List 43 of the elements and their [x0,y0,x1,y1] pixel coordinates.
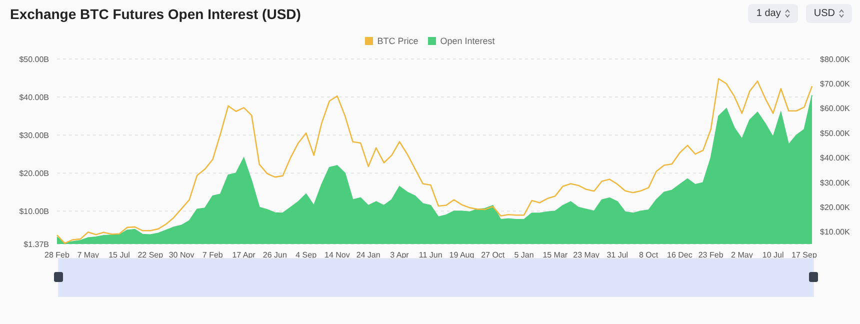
y-tick-label: $1.37B [24,240,49,249]
x-tick-label: 30 Nov [168,250,194,260]
x-tick-label: 16 Dec [667,250,692,260]
x-tick-label: 26 Jun [262,250,287,260]
y2-tick-label: $80.00K [820,54,850,64]
x-tick-label: 23 Feb [698,250,724,260]
x-tick-label: 27 Oct [481,250,506,260]
x-tick-label: 4 Sep [296,250,318,260]
x-tick-label: 5 Jan [514,250,534,260]
y-tick-label: $10.00B [19,207,49,216]
x-tick-label: 14 Nov [324,250,350,260]
dropdown-field: 1 day [748,4,798,23]
x-tick-label: 17 Apr [232,250,256,260]
y2-tick-label: $50.00K [820,128,850,138]
x-tick-label: 10 Jul [762,250,784,260]
y-tick-label: $40.00B [19,92,49,102]
x-tick-label: 15 Mar [542,250,568,260]
dropdown-field: USD [806,4,852,23]
x-tick-label: 31 Jul [606,250,628,260]
y-tick-label: $30.00B [19,130,49,140]
x-tick-label: 15 Jul [108,250,130,260]
y2-tick-label: $70.00K [820,80,850,89]
x-tick-label: 11 Jun [418,250,442,260]
y2-tick-label: $30.00K [820,178,850,188]
x-tick-label: 3 Apr [390,250,410,260]
chart-title: Exchange BTC Futures Open Interest (USD) [10,6,301,22]
y2-tick-label: $10.00K [820,228,850,237]
legend-label: BTC Price [376,36,418,46]
x-tick-label: 23 May [573,250,600,260]
y-tick-label: $50.00B [19,54,49,64]
y2-tick-label: $40.00K [820,154,850,163]
x-tick-label: 22 Sep [138,250,164,260]
legend-label: Open Interest [439,36,495,46]
x-tick-label: 7 May [77,250,100,260]
x-tick-label: 8 Oct [638,250,659,260]
x-tick-label: 28 Feb [44,250,70,260]
y2-tick-label: $20.00K [820,203,850,212]
x-tick-label: 17 Sep [792,250,818,260]
y2-tick-label: $60.00K [820,104,850,114]
x-tick-label: 7 Feb [202,250,224,260]
y-tick-label: $20.00B [19,168,49,178]
x-tick-label: 2 May [731,250,753,260]
x-tick-label: 24 Jan [356,250,380,260]
